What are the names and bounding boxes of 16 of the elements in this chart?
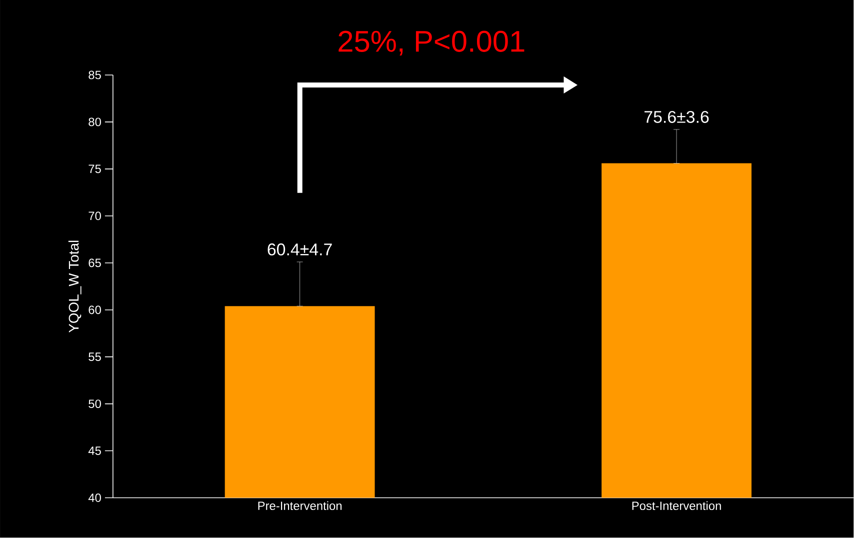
y-tick-label: 45 — [88, 446, 101, 456]
data-label: 60.4±4.7 — [268, 244, 332, 256]
y-tick-label: 55 — [88, 352, 101, 362]
y-tick-label: 70 — [88, 212, 101, 220]
y-tick-label: 50 — [88, 400, 101, 408]
y-tick-label: 60 — [88, 306, 101, 314]
x-tick-label: Post-Intervention — [632, 501, 721, 510]
y-tick-label: 40 — [88, 494, 101, 502]
x-tick-label: Pre-Intervention — [258, 501, 342, 510]
y-axis-title: YQOL_W Total — [68, 240, 82, 333]
y-tick-label: 65 — [88, 258, 101, 268]
data-label: 75.6±3.6 — [644, 111, 709, 124]
chart-title: 25%, P<0.001 — [338, 30, 524, 56]
y-tick-label: 80 — [88, 118, 101, 126]
y-tick-label: 75 — [88, 164, 101, 174]
y-tick-label: 85 — [88, 70, 101, 80]
